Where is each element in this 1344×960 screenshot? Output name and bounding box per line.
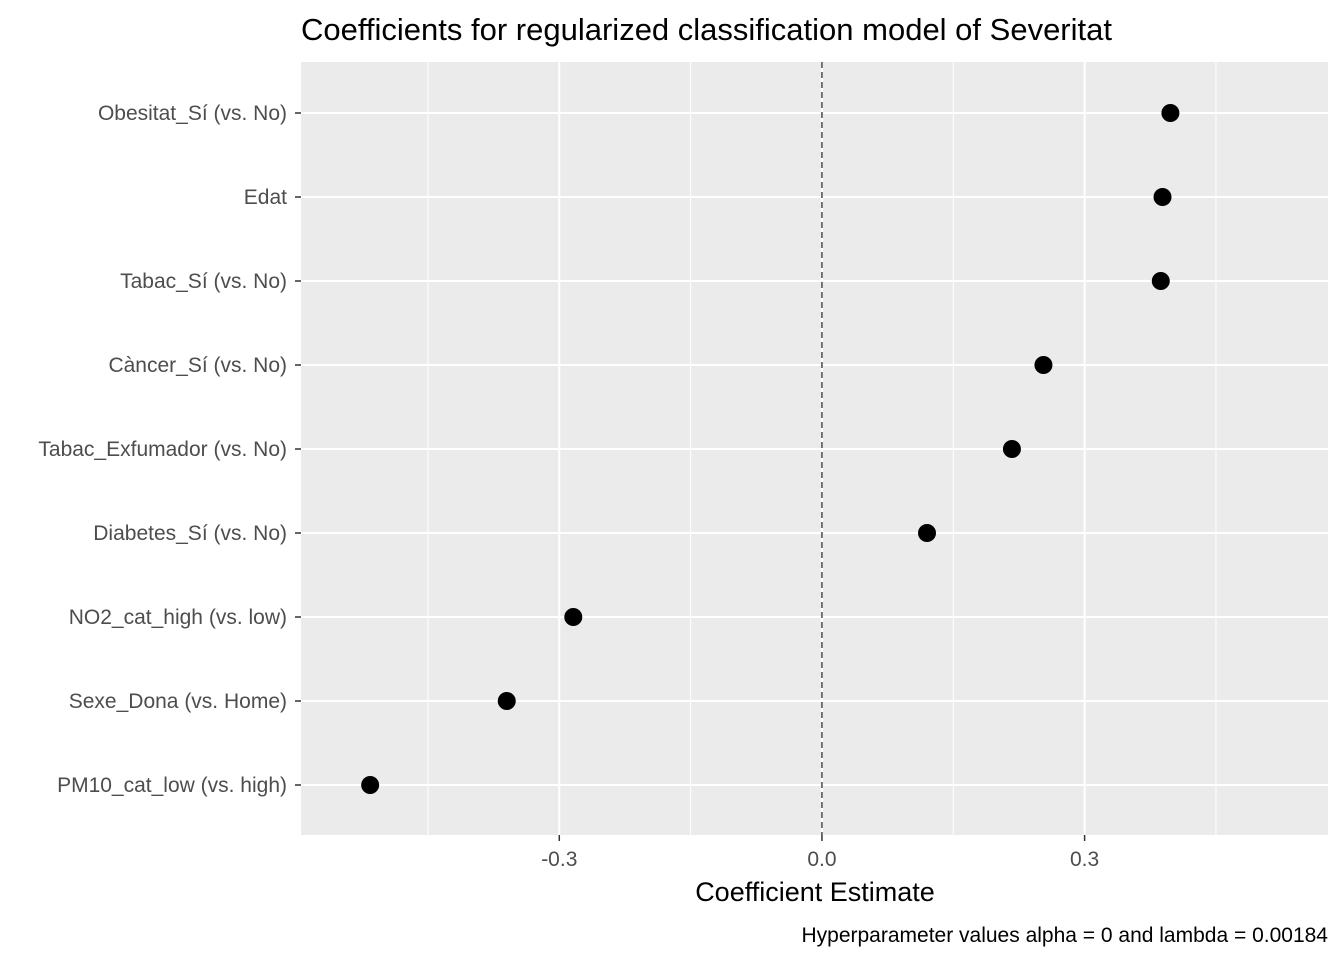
x-axis-labels: -0.3 0.0 0.3 [541, 848, 1099, 871]
y-tick-label: Tabac_Exfumador (vs. No) [38, 438, 287, 461]
coefficient-point [1034, 356, 1053, 374]
coefficient-point [1002, 440, 1021, 458]
chart-caption: Hyperparameter values alpha = 0 and lamb… [801, 924, 1328, 947]
y-tick-label: Tabac_Sí (vs. No) [120, 270, 287, 293]
y-tick-label: NO2_cat_high (vs. low) [69, 606, 287, 629]
chart-title: Coefficients for regularized classificat… [301, 12, 1112, 47]
coefficient-point [1151, 272, 1170, 290]
y-tick-label: Sexe_Dona (vs. Home) [69, 690, 287, 713]
y-axis-labels: Obesitat_Sí (vs. No) Edat Tabac_Sí (vs. No… [38, 102, 287, 797]
coefficient-points [361, 104, 1180, 794]
x-tick-label: 0.0 [807, 848, 836, 871]
y-tick-label: Obesitat_Sí (vs. No) [98, 102, 287, 125]
coefficient-point [497, 692, 516, 710]
y-tick-label: PM10_cat_low (vs. high) [57, 774, 287, 797]
x-axis-title: Coefficient Estimate [695, 877, 935, 907]
x-tick-label: 0.3 [1070, 848, 1099, 871]
x-tick-label: -0.3 [541, 848, 577, 871]
coefficient-point [1153, 188, 1172, 206]
y-tick-label: Càncer_Sí (vs. No) [108, 354, 287, 377]
x-axis-ticks [558, 835, 1086, 841]
coefficient-point [361, 776, 380, 794]
y-axis-ticks [295, 112, 301, 786]
coefficient-point [564, 608, 583, 626]
y-tick-label: Edat [244, 186, 287, 209]
coefficient-point [918, 524, 937, 542]
coefficient-point [1161, 104, 1180, 122]
y-tick-label: Diabetes_Sí (vs. No) [93, 522, 287, 545]
